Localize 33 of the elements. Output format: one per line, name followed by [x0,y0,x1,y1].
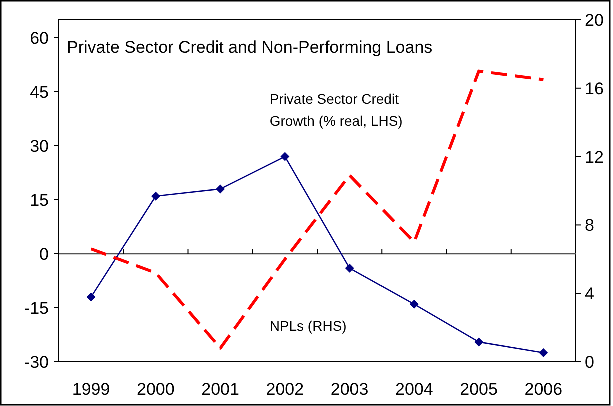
x-tick-label: 2003 [330,380,369,399]
x-tick-label: 2000 [137,380,175,399]
point [86,292,96,302]
y2-tick-label: 8 [585,216,594,236]
x-tick-label: 1999 [72,380,110,399]
y2-tick-label: 4 [585,284,594,304]
x-tick-label: 2004 [396,380,434,399]
y-tick-label: 0 [40,245,49,264]
x-tick-label: 2006 [524,380,563,399]
y-tick-label: 45 [30,83,49,102]
x-tick-label: 2002 [266,380,304,399]
series-label: NPLs (RHS) [270,318,347,334]
y-tick-label: -15 [24,299,49,318]
point [410,300,419,309]
text: Private Sector Credit and Non-Performing Loans [67,38,433,57]
point [216,184,226,194]
y-tick-label: -30 [24,353,49,372]
x-tick-label: 2005 [460,380,498,399]
line-series [90,70,546,350]
point [151,192,160,201]
y2-tick-label: 16 [585,79,604,98]
y-tick-label: 15 [30,191,49,210]
point [345,264,354,273]
x-tick-label: 2001 [202,380,240,399]
y2-tick-label: 20 [585,11,604,30]
point [280,152,290,162]
point [474,338,484,347]
y2-tick-label: 0 [585,353,594,372]
y-tick-label: 30 [30,137,49,156]
y2-tick-label: 12 [585,148,604,167]
y-tick-label: 60 [30,29,49,48]
point [539,348,548,358]
series-label: Private Sector Credit Growth (% real, LHS) [270,91,403,129]
